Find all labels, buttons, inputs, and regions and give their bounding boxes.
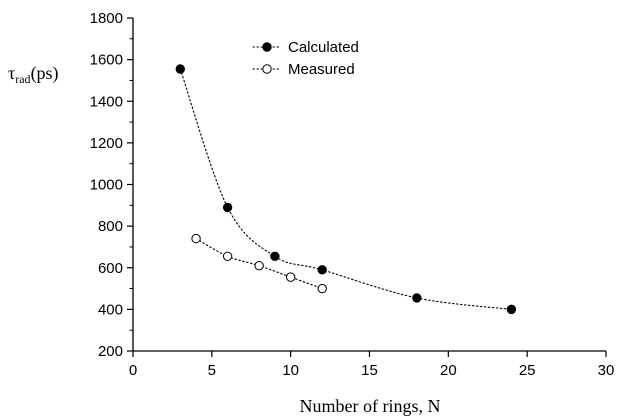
y-axis-title-subscript: rad	[15, 72, 30, 86]
y-tick-label: 1600	[90, 52, 123, 69]
axes	[132, 18, 606, 352]
data-point-1	[222, 251, 233, 262]
x-tick-label: 20	[440, 362, 457, 379]
data-point-0	[317, 265, 327, 275]
ticks: 200 400 600 800 1000 1200 1400 1600 1800 0 5 10 15 20…	[90, 10, 615, 379]
series-line-0	[179, 68, 512, 310]
data-point-0	[175, 64, 186, 74]
y-tick-label: 1200	[90, 135, 123, 152]
data-point-1	[317, 283, 327, 294]
x-tick-label: 5	[208, 362, 216, 379]
legend-label-1: Measured	[288, 61, 355, 78]
x-axis-title: Number of rings, N	[300, 396, 441, 416]
data-point-1	[254, 260, 264, 271]
y-axis-title: τrad(ps)	[8, 63, 59, 86]
series-layer	[175, 64, 517, 315]
y-axis-title-unit: (ps)	[31, 63, 59, 84]
y-tick-label: 1800	[90, 10, 123, 27]
data-point-1	[285, 272, 296, 282]
data-point-1	[191, 233, 201, 244]
legend: Calculated Measured	[252, 39, 359, 78]
y-tick-label: 1400	[90, 93, 123, 110]
y-tick-label: 600	[98, 260, 123, 277]
y-axis-title-symbol: τ	[8, 63, 15, 83]
x-tick-label: 25	[519, 362, 536, 379]
legend-marker-1	[262, 64, 272, 74]
x-tick-label: 15	[361, 362, 378, 379]
x-tick-label: 10	[282, 362, 299, 379]
y-tick-label: 200	[98, 343, 123, 360]
data-point-0	[270, 251, 280, 262]
data-point-0	[412, 293, 422, 303]
data-point-0	[506, 304, 517, 315]
data-point-0	[222, 202, 233, 213]
x-tick-label: 0	[129, 362, 137, 379]
legend-marker-0	[262, 42, 272, 52]
y-tick-label: 400	[98, 301, 123, 318]
x-tick-label: 30	[598, 362, 615, 379]
y-tick-label: 800	[98, 218, 123, 235]
legend-label-0: Calculated	[288, 39, 359, 56]
y-tick-label: 1000	[90, 177, 123, 194]
